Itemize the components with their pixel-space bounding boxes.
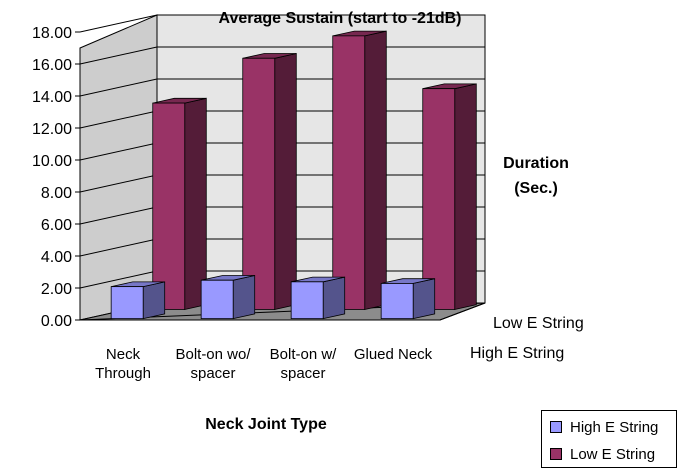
depth-axis-label: Low E String	[493, 315, 584, 332]
category-label: Bolt-on wo/	[175, 346, 251, 363]
legend-label-high-e: High E String	[570, 419, 659, 436]
category-label: Neck	[106, 346, 141, 363]
legend-swatch-high-e	[550, 421, 562, 434]
y-tick-label: 4.00	[41, 249, 72, 266]
bar-front	[200, 279, 234, 320]
bar-side	[454, 83, 477, 310]
gridline-side	[79, 238, 158, 257]
y-tick-label: 14.00	[32, 89, 72, 106]
bar-low-e-string	[242, 53, 297, 310]
legend-label-low-e: Low E String	[570, 446, 656, 463]
y-tick-label: 18.00	[32, 25, 72, 42]
y-tick-label: 8.00	[41, 185, 72, 202]
gridline-side	[79, 14, 158, 33]
y-tick-label: 0.00	[41, 313, 72, 330]
bar-side	[184, 97, 207, 310]
floor-edge	[79, 302, 486, 321]
depth-axis-label: High E String	[470, 345, 564, 362]
chart-title: Average Sustain (start to -21dB)	[218, 10, 461, 27]
bar-side	[142, 281, 166, 320]
bar-high-e-string	[290, 276, 346, 320]
y-tick-label: 2.00	[41, 281, 72, 298]
bar-low-e-string	[152, 97, 207, 310]
x-axis-label: Neck Joint Type	[205, 416, 327, 433]
bar-front	[332, 35, 366, 310]
gridline-side	[79, 78, 158, 97]
bar-low-e-string	[422, 83, 477, 310]
bar-high-e-string	[380, 278, 436, 320]
legend-item-low-e: Low E String	[550, 446, 655, 463]
bar-side	[364, 30, 387, 310]
bar-front	[422, 88, 456, 310]
category-label: Through	[95, 365, 151, 382]
legend: High E String Low E String	[541, 410, 677, 468]
y-axis-label: Duration	[503, 155, 569, 172]
bar-side	[322, 276, 346, 320]
bar-front	[152, 102, 186, 310]
category-label: Bolt-on w/	[270, 346, 338, 363]
bar-high-e-string	[200, 275, 256, 320]
gridline-side	[79, 110, 158, 129]
bars	[110, 30, 477, 320]
gridline-side	[79, 206, 158, 225]
bar-low-e-string	[332, 30, 387, 310]
category-label: spacer	[190, 365, 235, 382]
y-tick-label: 12.00	[32, 121, 72, 138]
legend-item-high-e: High E String	[550, 419, 658, 436]
bar-front	[290, 281, 324, 320]
bar-side	[274, 53, 297, 310]
bar-front	[110, 286, 144, 320]
bar-side	[232, 275, 256, 320]
side-wall	[79, 14, 158, 321]
y-axis-label: (Sec.)	[514, 180, 558, 197]
y-tick-label: 6.00	[41, 217, 72, 234]
gridline-side	[79, 270, 158, 289]
chart-texts: 0.00 2.00 4.00 6.00 8.00 10.00 12.00 14.00 16.00…	[32, 10, 584, 433]
bar-front	[242, 57, 276, 310]
gridline-side	[79, 142, 158, 161]
y-tick-label: 10.00	[32, 153, 72, 170]
category-label: Glued Neck	[354, 346, 433, 363]
bar-side	[412, 278, 436, 320]
bar-high-e-string	[110, 281, 166, 320]
y-tick-label: 16.00	[32, 57, 72, 74]
legend-swatch-low-e	[550, 448, 562, 461]
gridline-side	[79, 46, 158, 65]
category-label: spacer	[280, 365, 325, 382]
gridline-side	[79, 174, 158, 193]
bar-front	[380, 283, 414, 320]
